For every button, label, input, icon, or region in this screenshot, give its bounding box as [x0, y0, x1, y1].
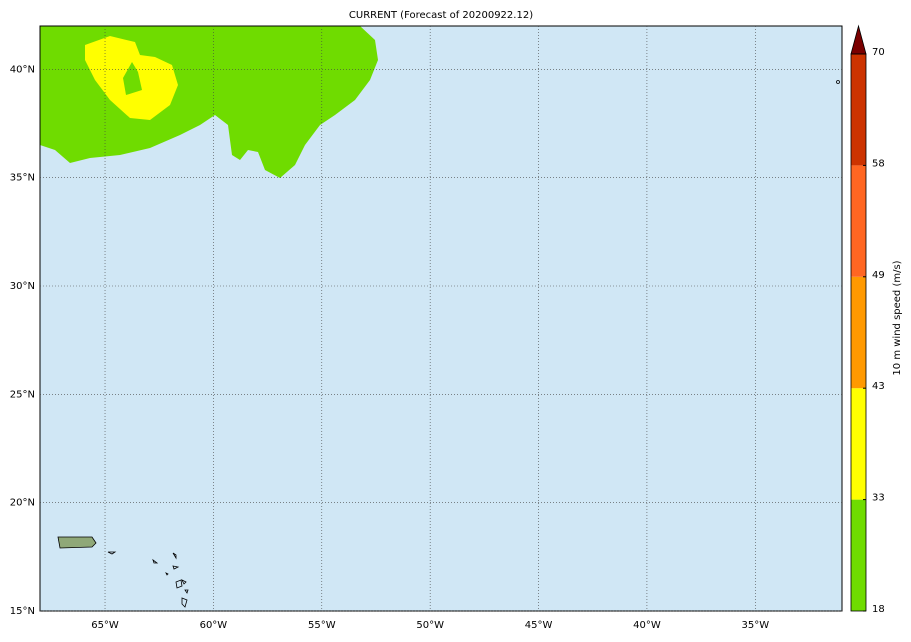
y-tick-label: 40°N — [10, 64, 35, 75]
puerto-rico — [57, 536, 97, 549]
colorbar-segment — [851, 499, 866, 611]
x-tick-label: 55°W — [308, 620, 336, 631]
colorbar-segment — [851, 388, 866, 500]
y-tick-label: 15°N — [10, 606, 35, 617]
x-tick-label: 40°W — [633, 620, 661, 631]
colorbar-segment — [851, 165, 866, 277]
map-title: CURRENT (Forecast of 20200922.12) — [349, 10, 533, 21]
colorbar-segment — [851, 54, 866, 166]
colorbar-tick-label: 33 — [872, 493, 885, 504]
x-tick-label: 45°W — [525, 620, 553, 631]
y-tick-label: 25°N — [10, 389, 35, 400]
y-tick-label: 35°N — [10, 173, 35, 184]
colorbar-tick-label: 58 — [872, 158, 885, 169]
colorbar-frame — [850, 53, 867, 612]
colorbar-tick-label: 70 — [872, 47, 885, 58]
x-tick-label: 50°W — [416, 620, 444, 631]
islands — [107, 80, 840, 608]
colorbar-segment — [851, 276, 866, 389]
y-tick-label: 20°N — [10, 498, 35, 509]
x-tick-label: 60°W — [200, 620, 228, 631]
colorbar-tick-label: 43 — [872, 381, 885, 392]
wind-area-yellow — [85, 36, 178, 120]
colorbar-label: 10 m wind speed (m/s) — [892, 260, 903, 375]
x-tick-label: 35°W — [741, 620, 769, 631]
colorbar-tick-label: 49 — [872, 270, 885, 281]
colorbar-tick-label: 18 — [872, 604, 885, 615]
y-tick-label: 30°N — [10, 281, 35, 292]
map-frame — [39, 25, 843, 612]
colorbar-extend — [850, 24, 867, 55]
x-tick-label: 65°W — [91, 620, 119, 631]
